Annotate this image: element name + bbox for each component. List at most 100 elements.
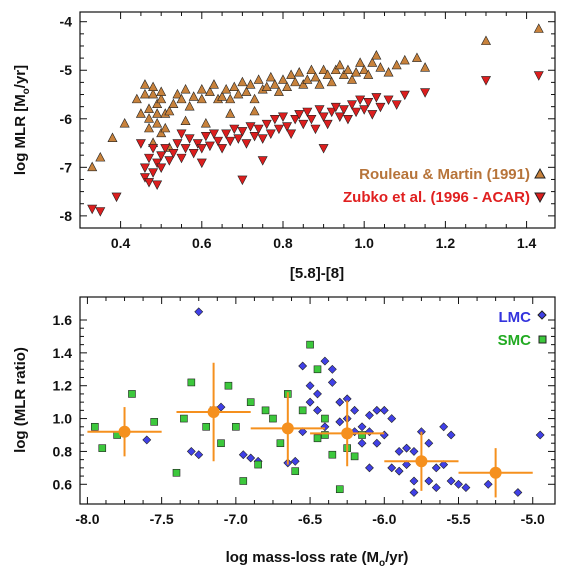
data-point: [305, 381, 315, 391]
x-tick-label: 1.0: [354, 235, 374, 251]
data-point: [363, 97, 374, 108]
data-point: [249, 105, 260, 116]
data-point: [310, 71, 321, 82]
data-point: [225, 108, 236, 118]
data-point: [327, 378, 337, 387]
data-point: [277, 112, 288, 123]
data-point: [156, 151, 167, 161]
data-point: [335, 485, 344, 494]
data-point: [156, 93, 167, 104]
data-point: [261, 81, 272, 92]
data-point: [139, 173, 150, 183]
data-point: [144, 153, 155, 164]
data-point: [160, 144, 171, 154]
data-point: [313, 365, 322, 374]
data-point: [409, 447, 419, 456]
data-point: [391, 59, 402, 70]
data-point: [328, 450, 337, 459]
data-point: [131, 93, 142, 104]
data-point: [164, 156, 175, 166]
data-point: [334, 59, 345, 70]
data-point: [322, 69, 333, 79]
data-point: [172, 88, 183, 99]
x-tick-label: -5.0: [521, 511, 545, 527]
data-point: [387, 463, 397, 473]
data-point: [111, 192, 122, 203]
data-point: [276, 439, 285, 448]
data-point: [194, 307, 204, 317]
data-point: [318, 144, 329, 154]
data-point: [176, 153, 187, 164]
legend-lmc-label: LMC: [499, 309, 532, 326]
data-point: [298, 361, 308, 371]
data-point: [335, 397, 345, 407]
data-point: [305, 397, 315, 407]
data-point: [480, 35, 491, 45]
data-point: [156, 86, 167, 96]
data-point: [387, 414, 397, 423]
data-point: [431, 463, 441, 473]
data-point: [367, 57, 378, 67]
data-point: [152, 180, 163, 190]
data-point: [257, 156, 268, 166]
data-point: [221, 84, 232, 94]
data-point: [286, 129, 297, 139]
bottom-plot-frame: [79, 296, 556, 505]
data-point: [87, 204, 98, 215]
data-point: [238, 450, 248, 460]
data-point: [142, 435, 152, 445]
data-point: [202, 422, 210, 431]
data-point: [241, 139, 252, 149]
top-y-axis-title-tail: /yr]: [12, 65, 29, 88]
data-point: [533, 71, 544, 81]
data-point: [321, 414, 329, 423]
data-point: [148, 88, 159, 99]
data-point: [172, 468, 181, 477]
data-point: [208, 79, 219, 89]
legend-smc-marker: [538, 335, 547, 344]
y-tick-label: -4: [60, 14, 73, 30]
binned-mean-point: [489, 466, 502, 479]
data-point: [314, 105, 325, 115]
data-point: [186, 447, 196, 456]
data-point: [347, 74, 358, 84]
bottom-x-axis-title: log mass-loss rate (Mo/yr): [226, 549, 409, 569]
data-point: [188, 148, 199, 159]
data-point: [424, 438, 434, 448]
data-point: [335, 417, 345, 427]
data-point: [461, 483, 471, 492]
data-point: [365, 427, 374, 437]
x-tick-label: 1.2: [436, 235, 456, 251]
data-point: [180, 144, 191, 154]
y-tick-label: 0.8: [53, 443, 73, 459]
x-tick-label: 1.4: [517, 235, 537, 251]
data-point: [347, 100, 358, 110]
bottom-y-tick-labels: 0.6 0.8 1.0 1.2 1.4 1.6: [53, 312, 73, 492]
x-tick-label: -6.0: [372, 511, 396, 527]
data-point: [533, 23, 544, 33]
data-point: [269, 414, 277, 423]
data-point: [290, 114, 301, 125]
y-tick-label: 0.6: [53, 476, 73, 492]
data-point: [107, 132, 118, 143]
legend-lmc-marker: [537, 310, 547, 320]
data-point: [200, 131, 211, 142]
legend-zubko-label: Zubko et al. (1996 - ACAR): [343, 189, 530, 206]
rouleau-series: [87, 23, 544, 172]
data-point: [306, 340, 314, 349]
legend-zubko-marker: [534, 192, 546, 204]
data-point: [320, 422, 330, 432]
data-point: [326, 107, 337, 118]
binned-mean-point: [207, 406, 220, 418]
x-tick-label: -6.5: [298, 511, 322, 527]
data-point: [168, 98, 179, 109]
data-point: [365, 463, 374, 473]
binned-mean-point: [118, 425, 131, 438]
data-point: [98, 444, 107, 452]
data-point: [135, 108, 146, 118]
data-point: [334, 112, 345, 123]
data-point: [359, 105, 370, 115]
data-point: [409, 488, 419, 497]
data-point: [298, 427, 308, 437]
data-point: [213, 136, 224, 147]
